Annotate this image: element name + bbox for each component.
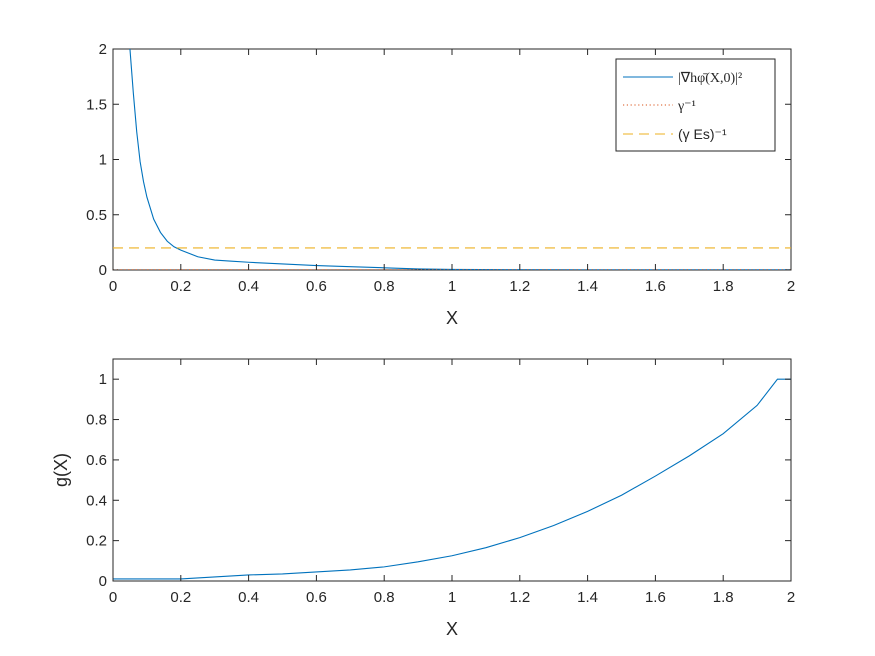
top-chart: 0 0.2 0.4 0.6 0.8 1 1.2 1.4 1.6 1.8 2 0 0.5 1 1.5 2 X |∇h… [86, 41, 795, 328]
y-tick-label: 2 [99, 41, 107, 58]
legend: |∇hφ̄(X,0)|² γ⁻¹ (γ Es)⁻¹ [615, 58, 776, 152]
x-tick-label: 0.4 [238, 589, 259, 606]
y-tick-label: 0.6 [86, 452, 107, 469]
x-axis-label: X [446, 308, 458, 328]
x-tick-label: 1.4 [577, 589, 598, 606]
x-tick-label: 1.8 [713, 278, 734, 295]
x-tick-label: 1.8 [713, 589, 734, 606]
x-tick-label: 1.2 [509, 589, 530, 606]
x-tick-label: 1 [448, 589, 456, 606]
y-tick-label: 1 [99, 152, 107, 169]
y-tick-label: 1.5 [86, 96, 107, 113]
x-tick-label: 2 [787, 589, 795, 606]
x-axis-label: X [446, 619, 458, 639]
x-tick-label: 1.4 [577, 278, 598, 295]
legend-entry-0: |∇hφ̄(X,0)|² [678, 71, 742, 86]
x-tick-label: 0 [109, 278, 117, 295]
y-tick-label: 1 [99, 371, 107, 388]
y-tick-label: 0.5 [86, 207, 107, 224]
x-tick-label: 0.6 [306, 589, 327, 606]
x-tick-label: 0.8 [374, 278, 395, 295]
x-tick-label: 0.8 [374, 589, 395, 606]
x-tick-label: 1.6 [645, 589, 666, 606]
x-tick-label: 1 [448, 278, 456, 295]
series-line-0 [113, 378, 791, 580]
y-axis-label: g(X) [51, 453, 71, 487]
y-tick-label: 0.8 [86, 412, 107, 429]
x-tick-label: 0.2 [170, 278, 191, 295]
legend-entry-1: γ⁻¹ [677, 99, 696, 114]
legend-entry-2: (γ Es)⁻¹ [678, 126, 727, 142]
plot-area [112, 358, 792, 582]
x-tick-label: 0 [109, 589, 117, 606]
x-tick-label: 0.2 [170, 589, 191, 606]
y-tick-label: 0 [99, 573, 107, 590]
x-tick-label: 0.4 [238, 278, 259, 295]
y-tick-label: 0.2 [86, 533, 107, 550]
x-tick-label: 1.6 [645, 278, 666, 295]
y-tick-label: 0 [99, 262, 107, 279]
x-tick-label: 2 [787, 278, 795, 295]
bottom-chart: 0 0.2 0.4 0.6 0.8 1 1.2 1.4 1.6 1.8 2 0 0.2 0.4 0.6 0.8… [51, 358, 795, 639]
x-tick-label: 1.2 [509, 278, 530, 295]
y-tick-label: 0.4 [86, 492, 107, 509]
x-tick-label: 0.6 [306, 278, 327, 295]
